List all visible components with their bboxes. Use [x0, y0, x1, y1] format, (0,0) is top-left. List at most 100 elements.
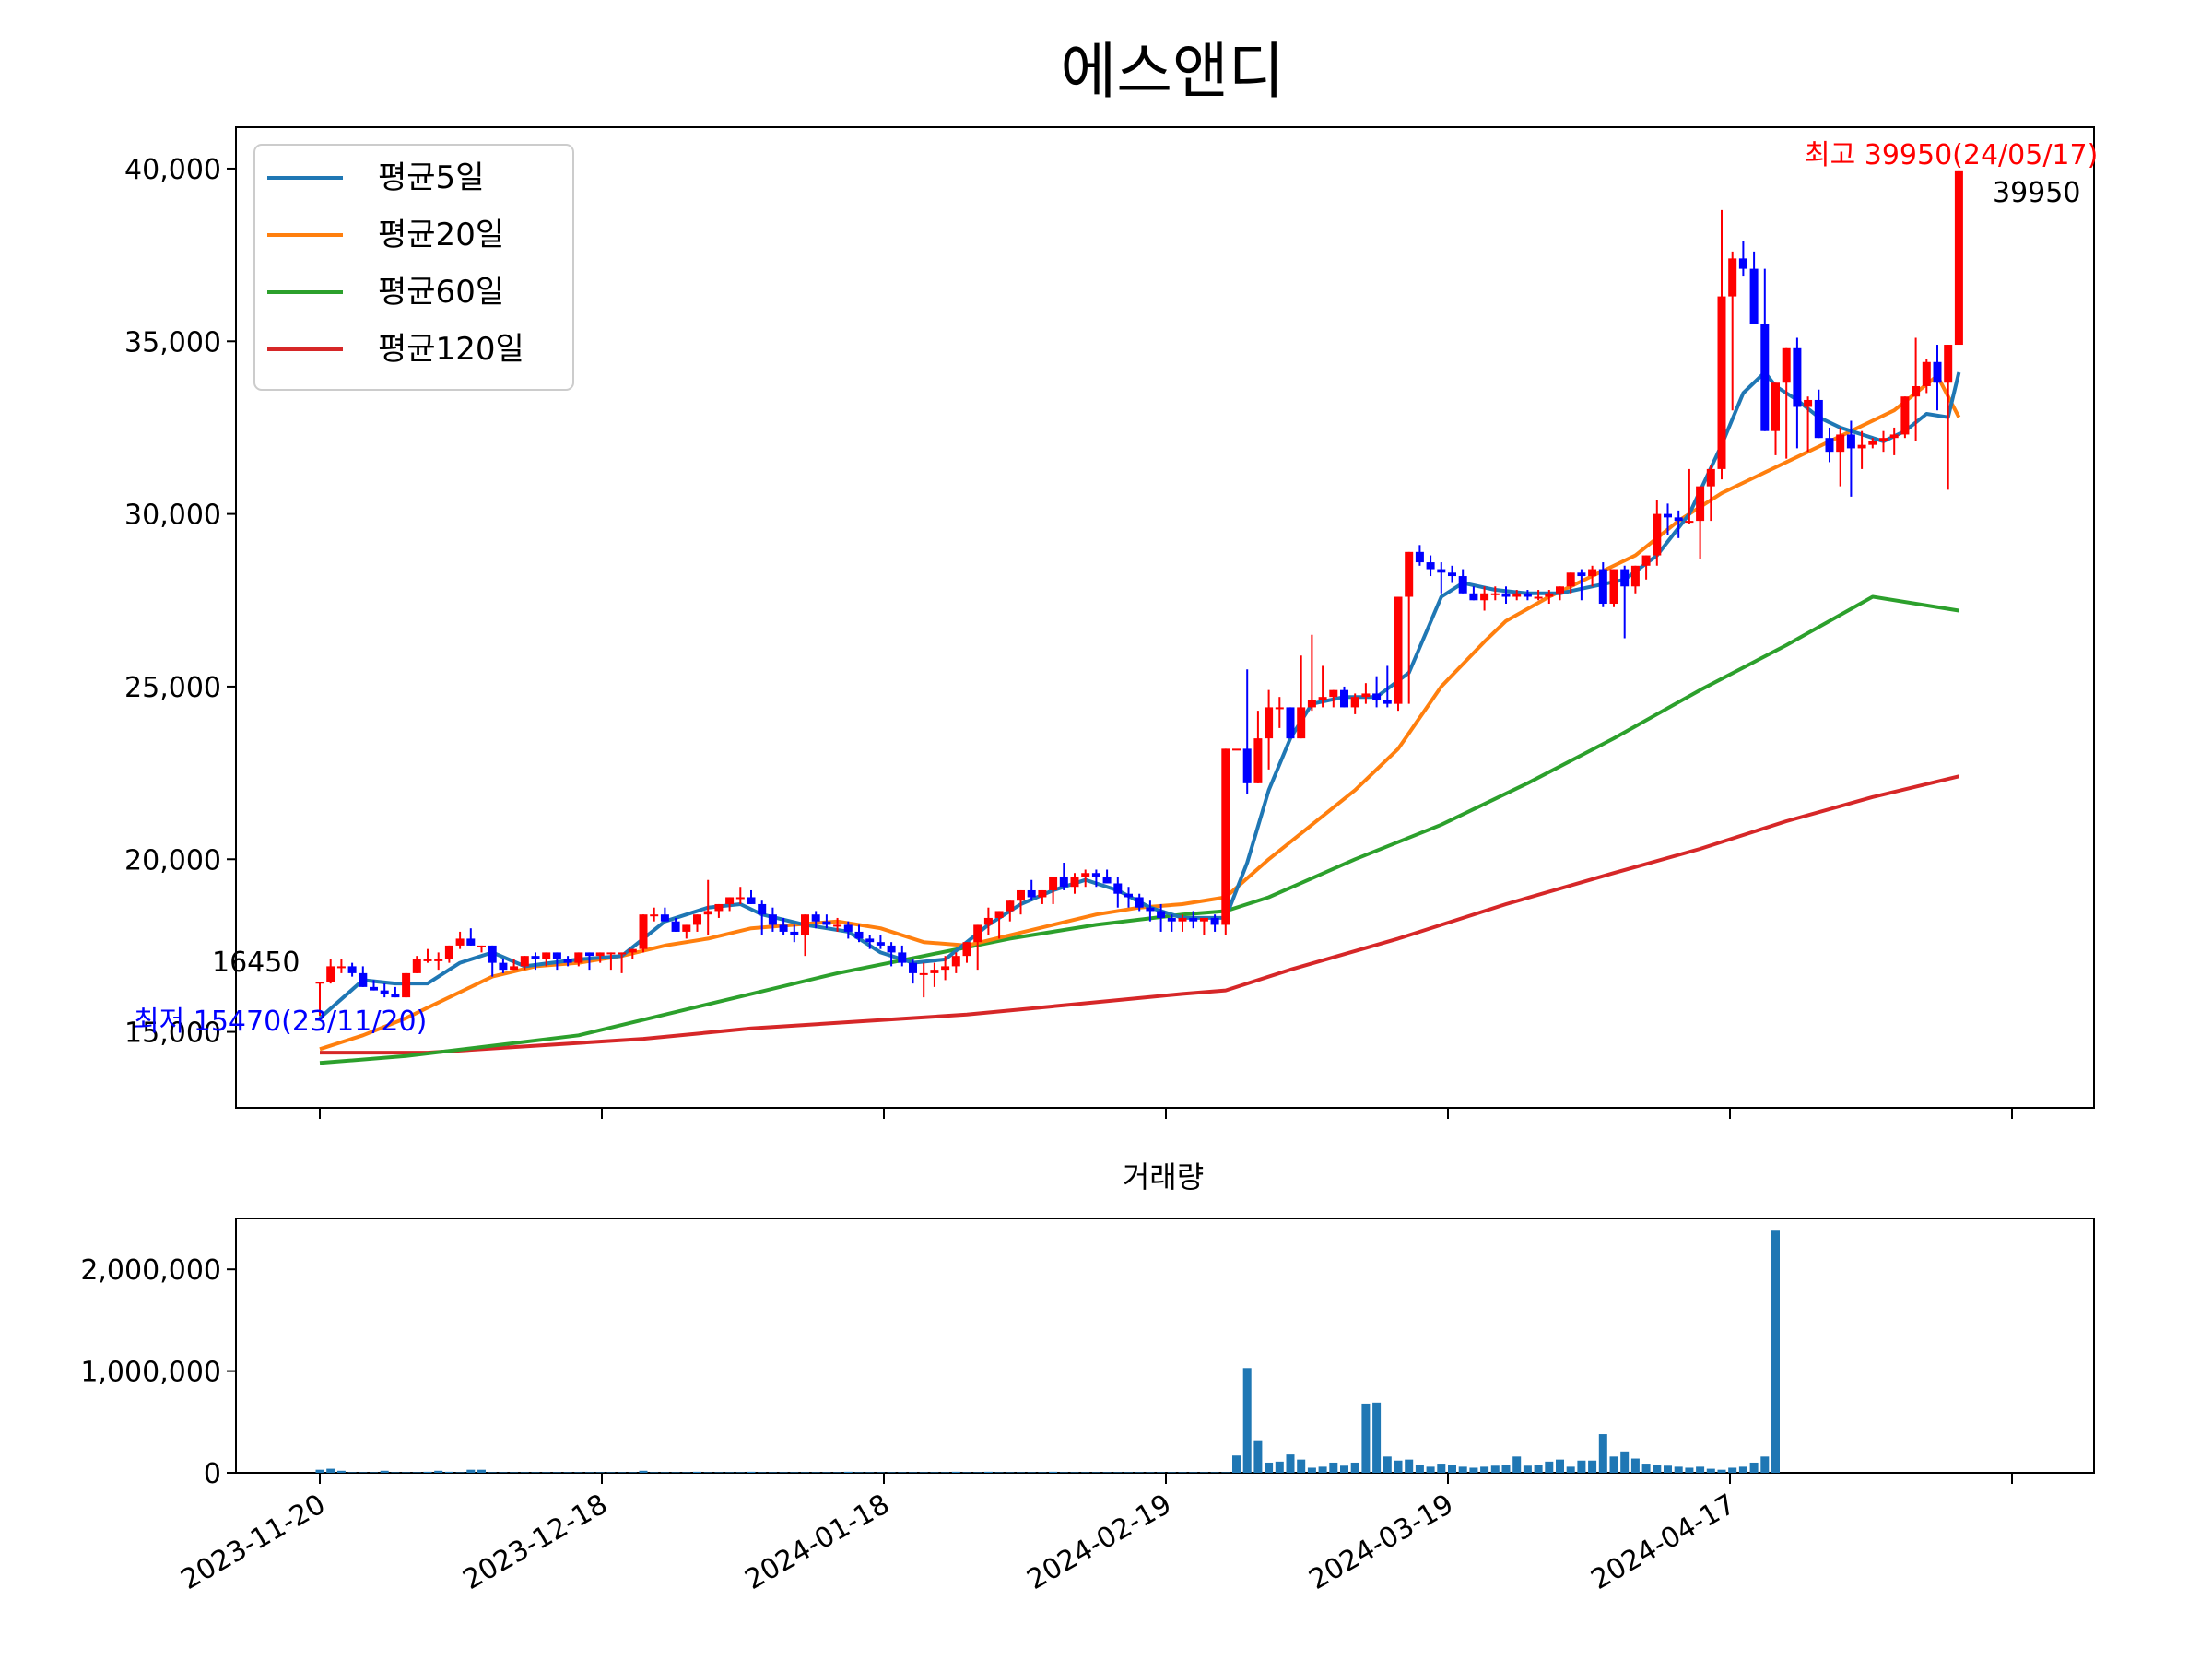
- candle: [434, 952, 443, 971]
- candle-body: [1307, 700, 1316, 708]
- volume-axis: 0 1,000,000 2,000,000: [80, 1254, 236, 1490]
- date-tick-label: 2024-03-19: [1304, 1488, 1459, 1596]
- candle: [1221, 748, 1230, 935]
- candle-body: [1318, 697, 1327, 700]
- volume-bar: [1641, 1464, 1651, 1473]
- candle-body: [552, 952, 561, 959]
- candle: [1469, 586, 1478, 601]
- candle-body: [574, 952, 583, 963]
- volume-bar: [574, 1472, 583, 1473]
- candle: [1157, 903, 1166, 932]
- candle-body: [628, 948, 637, 953]
- volume-bar: [455, 1472, 465, 1473]
- candle-body: [1664, 513, 1672, 518]
- candle: [628, 948, 637, 959]
- candle: [1836, 427, 1845, 487]
- candle: [1566, 572, 1575, 594]
- candle-body: [542, 952, 551, 959]
- candle: [693, 914, 701, 932]
- candle-body: [434, 959, 443, 961]
- candle-body: [1868, 441, 1877, 445]
- candle-body: [1167, 917, 1176, 922]
- candle-body: [876, 942, 885, 946]
- volume-bar: [1706, 1468, 1715, 1473]
- candle: [542, 952, 551, 967]
- volume-bar: [1006, 1472, 1015, 1473]
- candle-body: [1275, 707, 1284, 710]
- volume-bar: [1717, 1469, 1726, 1473]
- candle-body: [510, 966, 519, 971]
- candle: [1426, 555, 1435, 577]
- volume-bar: [1760, 1456, 1770, 1473]
- volume-bar: [444, 1471, 453, 1473]
- candle-body: [1081, 873, 1090, 877]
- candle: [941, 956, 950, 981]
- candle: [1199, 917, 1208, 935]
- candle: [1038, 889, 1047, 904]
- candle-body: [1954, 170, 1963, 346]
- price-x-ticks: [319, 1108, 2013, 1119]
- legend-item: 평균120일: [267, 331, 524, 368]
- candle-body: [639, 914, 648, 949]
- volume-bar: [790, 1472, 799, 1473]
- candle-body: [1091, 873, 1100, 877]
- volume-bar: [822, 1472, 831, 1473]
- candle-body: [1545, 593, 1554, 597]
- volume-bar: [983, 1471, 993, 1473]
- candle-body: [1006, 900, 1015, 912]
- volume-bar: [606, 1472, 616, 1473]
- candle: [714, 903, 724, 918]
- candle: [811, 911, 820, 929]
- candle: [898, 945, 907, 967]
- volume-bar: [1577, 1460, 1586, 1473]
- volume-bar: [1598, 1434, 1607, 1473]
- candle-body: [1879, 438, 1888, 441]
- candle: [1760, 268, 1770, 431]
- candle: [1846, 420, 1855, 497]
- volume-bar: [1167, 1472, 1176, 1473]
- candle: [1340, 686, 1348, 708]
- candle-body: [1685, 521, 1694, 524]
- volume-bar: [359, 1472, 368, 1473]
- candle: [1889, 427, 1899, 455]
- candle: [1664, 503, 1672, 535]
- candle-body: [1437, 569, 1446, 573]
- volume-bar: [1221, 1472, 1230, 1473]
- volume-bar: [542, 1472, 551, 1473]
- candle: [1049, 876, 1058, 904]
- volume-bar: [639, 1470, 648, 1473]
- candle-body: [983, 917, 993, 925]
- candle: [1059, 863, 1068, 890]
- candle: [1189, 911, 1198, 929]
- volume-bar: [1685, 1467, 1694, 1473]
- candle-body: [466, 938, 476, 946]
- volume-bar: [1372, 1402, 1382, 1473]
- candle-body: [1912, 385, 1921, 397]
- candle-body: [1027, 889, 1036, 898]
- volume-bar: [887, 1472, 896, 1473]
- volume-bar: [1609, 1456, 1618, 1473]
- volume-bar: [347, 1472, 357, 1473]
- candle-body: [1297, 707, 1306, 739]
- candle-body: [1804, 399, 1813, 407]
- candle-body: [1566, 572, 1575, 587]
- candle: [455, 931, 465, 949]
- candle: [336, 959, 346, 973]
- volume-bar: [391, 1472, 400, 1473]
- candle: [1717, 209, 1726, 480]
- candle: [833, 917, 842, 932]
- candle-body: [1113, 883, 1123, 894]
- volume-bar: [477, 1469, 486, 1473]
- volume-bar: [412, 1472, 421, 1473]
- candle-body: [618, 952, 627, 955]
- candle-body: [531, 956, 540, 959]
- candle: [1275, 697, 1284, 728]
- volume-bar: [833, 1472, 842, 1473]
- volume-bar: [488, 1472, 497, 1473]
- date-tick-label: 2024-02-19: [1022, 1488, 1177, 1596]
- candle-body: [909, 962, 917, 973]
- candle: [1501, 586, 1511, 605]
- volume-bar: [1534, 1465, 1543, 1473]
- volume-bar: [1620, 1451, 1630, 1473]
